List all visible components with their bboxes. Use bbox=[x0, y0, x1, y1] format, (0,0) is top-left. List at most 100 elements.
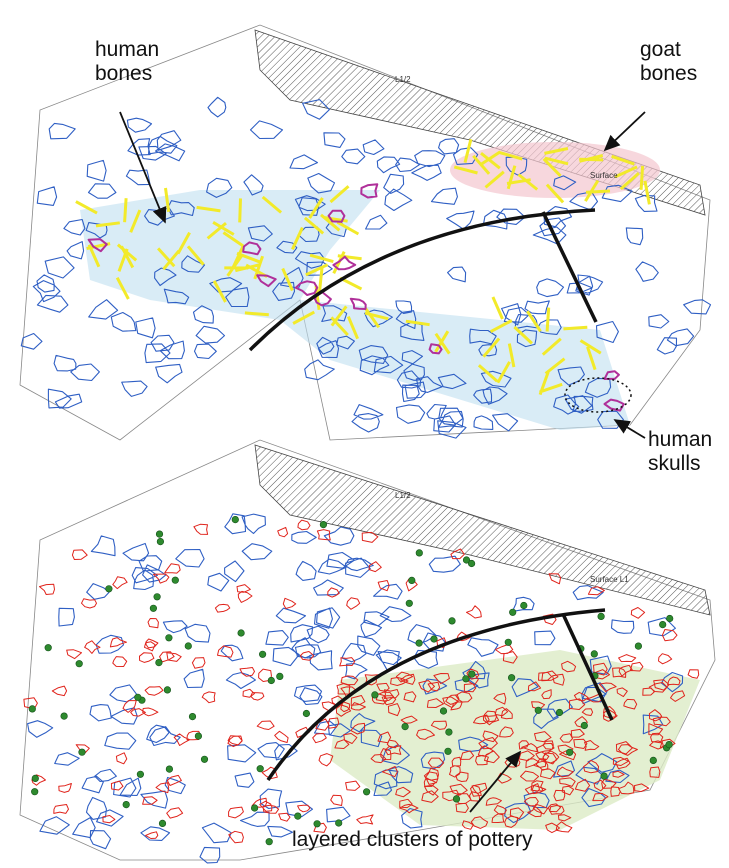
find-point bbox=[405, 599, 413, 607]
arrow bbox=[603, 111, 646, 152]
label: layered clusters of pottery bbox=[292, 828, 533, 851]
find-point bbox=[78, 748, 86, 756]
find-point bbox=[156, 537, 164, 546]
find-point bbox=[462, 675, 470, 683]
find-point bbox=[265, 838, 273, 846]
find-point bbox=[444, 747, 452, 755]
find-point bbox=[415, 639, 423, 647]
find-point bbox=[509, 608, 517, 616]
trend-curve bbox=[248, 208, 596, 352]
plan-text: L1/2 bbox=[395, 75, 411, 84]
find-point bbox=[448, 617, 456, 625]
find-point bbox=[155, 658, 163, 667]
arrow bbox=[119, 111, 167, 224]
find-point bbox=[259, 650, 267, 658]
find-point bbox=[665, 740, 673, 749]
find-point bbox=[165, 765, 173, 773]
find-point bbox=[31, 774, 39, 783]
label: human skulls bbox=[648, 428, 712, 475]
find-point bbox=[158, 819, 167, 828]
find-point bbox=[184, 642, 192, 650]
plan-features bbox=[23, 513, 700, 864]
arrow bbox=[469, 750, 522, 813]
stone-outline bbox=[27, 513, 684, 864]
find-point bbox=[534, 706, 542, 714]
find-point bbox=[267, 676, 275, 685]
plan-text: Surface L1 bbox=[590, 575, 629, 584]
label: goat bones bbox=[640, 38, 697, 85]
find-point bbox=[520, 601, 528, 610]
find-point bbox=[439, 707, 448, 715]
find-point bbox=[105, 585, 113, 593]
find-point bbox=[401, 722, 409, 731]
find-point bbox=[508, 674, 516, 682]
find-point bbox=[555, 708, 564, 717]
top-panel: L1/2 Surface human bones goat bones human s… bbox=[19, 24, 712, 475]
stone-outline bbox=[20, 96, 712, 439]
find-point bbox=[566, 748, 574, 756]
find-point bbox=[468, 670, 476, 678]
find-point bbox=[188, 712, 197, 721]
find-point bbox=[122, 800, 130, 809]
trend-line bbox=[541, 211, 598, 323]
find-point bbox=[452, 795, 461, 803]
find-point bbox=[237, 629, 245, 637]
find-point bbox=[430, 635, 438, 643]
arrow bbox=[613, 419, 646, 439]
bone bbox=[75, 138, 651, 396]
find-point bbox=[313, 820, 321, 828]
find-point bbox=[445, 728, 453, 736]
find-point bbox=[504, 638, 512, 646]
find-point bbox=[302, 709, 311, 718]
label: human bones bbox=[95, 38, 159, 85]
find-point bbox=[153, 593, 161, 601]
pottery-zone bbox=[330, 650, 700, 830]
find-point bbox=[415, 549, 423, 557]
plan-text: Surface bbox=[590, 171, 618, 180]
find-point bbox=[155, 530, 164, 538]
bone-marked bbox=[87, 183, 625, 412]
find-point bbox=[408, 576, 416, 585]
pottery-sherd bbox=[23, 519, 700, 844]
trend-curve bbox=[266, 608, 606, 781]
find-point bbox=[200, 755, 209, 763]
find-point bbox=[31, 788, 39, 796]
find-point bbox=[634, 642, 643, 650]
skull-outline bbox=[564, 377, 632, 413]
find-point bbox=[194, 732, 202, 740]
find-point bbox=[371, 691, 379, 699]
find-point bbox=[44, 644, 52, 652]
find-point bbox=[462, 556, 471, 564]
section-strata bbox=[254, 444, 711, 616]
find-point bbox=[231, 515, 239, 524]
find-point bbox=[171, 576, 179, 584]
find-point bbox=[659, 620, 667, 629]
find-point bbox=[256, 765, 264, 773]
find-point bbox=[649, 756, 657, 765]
plan-text: L1/2 bbox=[395, 491, 411, 500]
find-point bbox=[666, 614, 674, 623]
trend-line bbox=[561, 613, 614, 721]
bottom-panel: L1/2 Surface L1 layered clusters of pott… bbox=[19, 439, 716, 864]
find-point bbox=[597, 612, 605, 621]
find-point bbox=[580, 721, 588, 730]
find-point bbox=[134, 693, 142, 701]
find-point bbox=[165, 634, 173, 642]
find-point bbox=[335, 819, 343, 827]
find-point bbox=[251, 804, 259, 812]
find-point bbox=[75, 660, 83, 668]
find-point bbox=[294, 812, 302, 820]
find-point bbox=[163, 686, 171, 694]
find-point bbox=[600, 772, 608, 780]
find-point bbox=[60, 712, 68, 720]
find-point bbox=[590, 650, 598, 658]
find-point bbox=[149, 604, 157, 612]
find-point bbox=[136, 770, 144, 778]
find-point bbox=[363, 788, 371, 796]
find-point bbox=[28, 705, 36, 713]
human-bones-zone bbox=[80, 190, 630, 430]
plan-features bbox=[20, 96, 712, 439]
find-point bbox=[468, 559, 476, 568]
